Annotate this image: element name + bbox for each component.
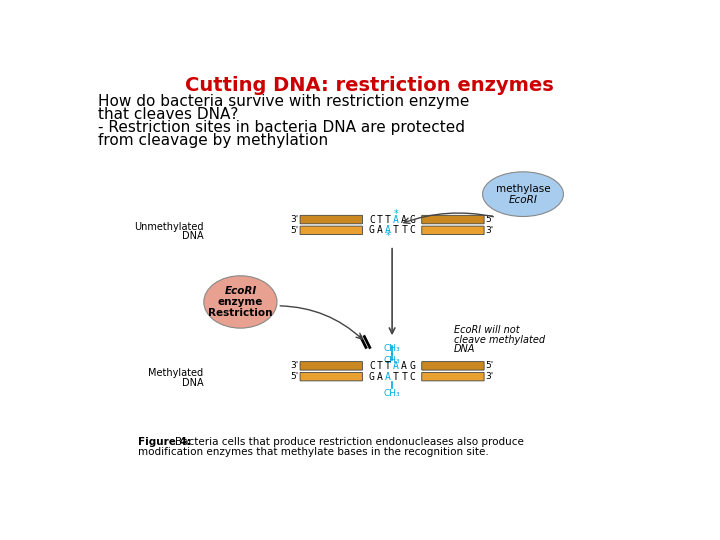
Text: EcoRI will not: EcoRI will not	[454, 326, 519, 335]
Text: 3': 3'	[485, 226, 493, 235]
Text: C: C	[369, 361, 375, 371]
Text: 3': 3'	[291, 361, 299, 370]
Text: T: T	[393, 372, 399, 382]
Text: G: G	[369, 225, 375, 235]
FancyBboxPatch shape	[300, 362, 362, 370]
Text: G: G	[410, 214, 415, 225]
Text: C: C	[410, 372, 415, 382]
FancyBboxPatch shape	[422, 215, 484, 224]
Text: that cleaves DNA?: that cleaves DNA?	[98, 107, 238, 122]
Text: *: *	[386, 231, 390, 241]
FancyBboxPatch shape	[422, 226, 484, 234]
Text: DNA: DNA	[182, 378, 204, 388]
Text: A: A	[385, 225, 391, 235]
FancyBboxPatch shape	[300, 215, 362, 224]
Text: modification enzymes that methylate bases in the recognition site.: modification enzymes that methylate base…	[138, 448, 489, 457]
FancyBboxPatch shape	[300, 226, 362, 234]
FancyBboxPatch shape	[422, 373, 484, 381]
Text: EcoRI: EcoRI	[225, 286, 256, 296]
Text: A: A	[377, 372, 383, 382]
Text: 5': 5'	[291, 372, 299, 381]
Text: T: T	[377, 361, 383, 371]
Text: C: C	[410, 225, 415, 235]
Text: 3': 3'	[485, 372, 493, 381]
Text: G: G	[369, 372, 375, 382]
Text: Unmethylated: Unmethylated	[134, 221, 204, 232]
Text: T: T	[401, 225, 408, 235]
Text: G: G	[410, 361, 415, 371]
Text: T: T	[385, 361, 391, 371]
Text: T: T	[377, 214, 383, 225]
Ellipse shape	[204, 276, 277, 328]
Text: A: A	[393, 214, 399, 225]
Text: CH₃: CH₃	[384, 345, 400, 354]
Text: cleave methylated: cleave methylated	[454, 335, 545, 345]
Text: methylase: methylase	[495, 184, 550, 194]
Text: - Restriction sites in bacteria DNA are protected: - Restriction sites in bacteria DNA are …	[98, 120, 465, 135]
Text: C: C	[369, 214, 375, 225]
FancyBboxPatch shape	[422, 362, 484, 370]
Text: How do bacteria survive with restriction enzyme: How do bacteria survive with restriction…	[98, 94, 469, 109]
Text: Bacteria cells that produce restriction endonucleases also produce: Bacteria cells that produce restriction …	[175, 437, 524, 448]
Text: 5': 5'	[485, 215, 493, 224]
Text: A: A	[393, 361, 399, 371]
Text: T: T	[393, 225, 399, 235]
Text: DNA: DNA	[182, 231, 204, 241]
Text: A: A	[401, 361, 408, 371]
Text: enzyme: enzyme	[217, 297, 263, 307]
Text: Figure 4:: Figure 4:	[138, 437, 191, 448]
Text: T: T	[401, 372, 408, 382]
Text: A: A	[385, 372, 391, 382]
Text: Cutting DNA: restriction enzymes: Cutting DNA: restriction enzymes	[184, 76, 554, 94]
Text: CH₃: CH₃	[384, 389, 400, 398]
Text: 3': 3'	[291, 215, 299, 224]
Text: Restriction: Restriction	[208, 308, 273, 318]
Text: 5': 5'	[291, 226, 299, 235]
Ellipse shape	[482, 172, 564, 217]
Text: 5': 5'	[485, 361, 493, 370]
Text: T: T	[385, 214, 391, 225]
Text: EcoRI: EcoRI	[508, 194, 537, 205]
Text: A: A	[377, 225, 383, 235]
Text: DNA: DNA	[454, 344, 475, 354]
FancyBboxPatch shape	[300, 373, 362, 381]
Text: Methylated: Methylated	[148, 368, 204, 378]
Text: A: A	[401, 214, 408, 225]
Text: *: *	[394, 209, 398, 219]
Text: CH₃: CH₃	[384, 356, 400, 365]
Text: from cleavage by methylation: from cleavage by methylation	[98, 133, 328, 148]
